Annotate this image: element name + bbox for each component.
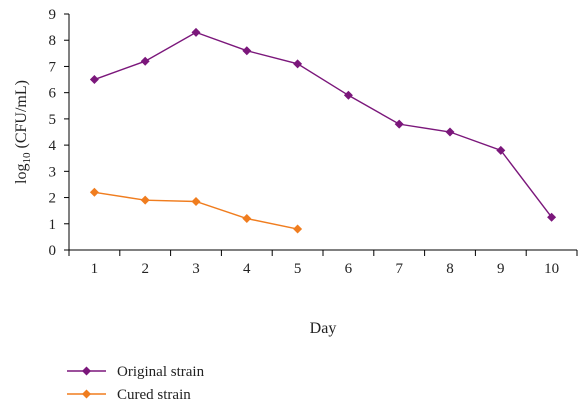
x-tick-label: 9 [497,261,505,277]
y-axis-title-base: log [13,164,30,184]
y-axis-title-unit: (CFU/mL) [13,80,30,152]
data-point [293,224,303,234]
y-tick-label: 8 [49,33,57,49]
data-point [191,27,201,37]
legend-label-original: Original strain [117,364,205,380]
y-tick-label: 6 [49,86,57,102]
x-ticks: 1 2 3 4 5 6 7 8 9 10 [68,250,578,277]
y-axis-title-subscript: 10 [21,152,33,164]
legend-marker-cured [82,389,91,399]
data-point [293,59,303,69]
data-point [140,56,150,66]
y-tick-label: 4 [49,138,57,154]
y-tick-label: 1 [49,217,57,233]
y-ticks: 0 1 2 3 4 5 6 7 8 9 [49,7,69,259]
data-point [343,90,353,100]
x-tick-label: 6 [345,261,353,277]
y-tick-label: 0 [49,243,57,259]
legend: Original strain Cured strain [67,364,205,403]
x-tick-label: 1 [91,261,99,277]
y-tick-label: 2 [49,191,57,207]
data-point [547,212,557,222]
x-tick-label: 8 [446,261,454,277]
x-axis-title: Day [310,320,337,337]
y-tick-label: 9 [49,7,57,23]
data-point [242,214,252,224]
x-tick-label: 3 [192,261,200,277]
legend-item-cured: Cured strain [67,387,191,403]
y-tick-label: 3 [49,164,57,180]
data-point [140,195,150,205]
legend-item-original: Original strain [67,364,205,380]
x-tick-label: 10 [544,261,559,277]
axes [68,14,577,251]
y-axis-title: log10 (CFU/mL) [13,80,33,184]
series-layer [89,27,557,234]
data-point [191,196,201,206]
data-point [89,187,99,197]
legend-label-cured: Cured strain [117,387,191,403]
y-tick-label: 5 [49,112,57,128]
data-point [89,75,99,85]
x-tick-label: 2 [141,261,149,277]
data-point [496,145,506,155]
x-tick-label: 4 [243,261,251,277]
legend-marker-original [82,366,91,376]
y-tick-label: 7 [49,59,57,75]
series-line-original [94,31,553,218]
x-tick-label: 7 [395,261,403,277]
data-point [445,127,455,137]
data-point [242,46,252,56]
x-tick-label: 5 [294,261,302,277]
data-point [394,119,404,129]
